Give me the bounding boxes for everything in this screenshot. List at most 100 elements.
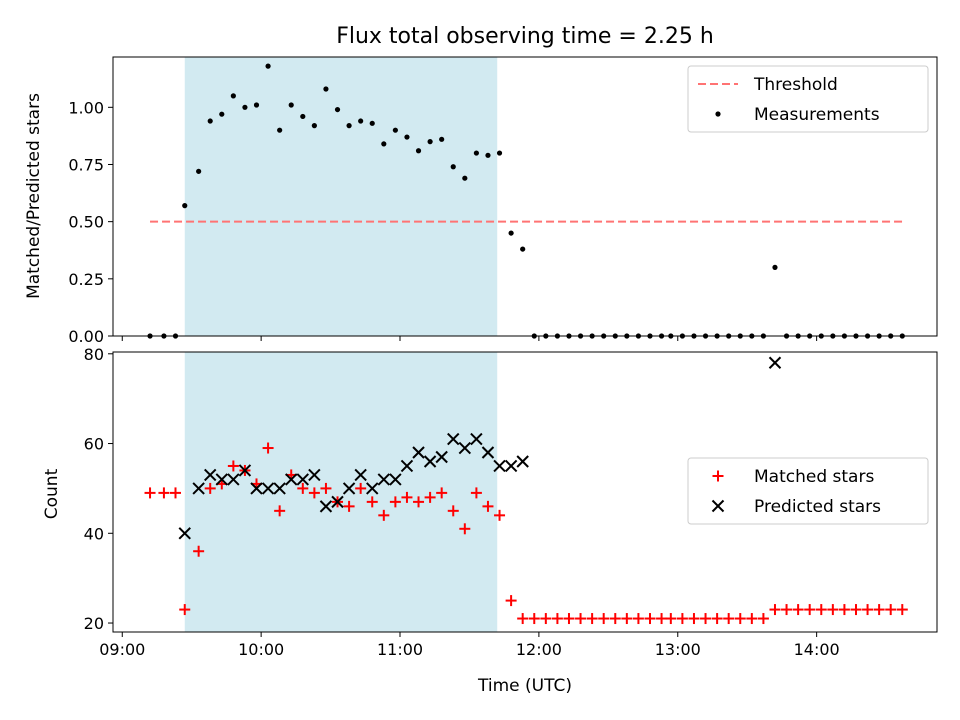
data-point	[300, 113, 306, 120]
data-point	[381, 141, 387, 147]
data-point	[392, 127, 398, 133]
data-point	[885, 604, 897, 616]
data-point-b	[192, 482, 205, 495]
data-point-b	[435, 450, 448, 464]
y-tick-label: 0.75	[68, 155, 104, 174]
legend-box	[687, 65, 929, 133]
data-point	[389, 496, 401, 508]
data-point	[632, 613, 644, 625]
data-point	[598, 613, 610, 625]
legend-marker	[711, 499, 725, 513]
bottom-panel: 20 40 60 80 09:00 10:00 11:00 12:00 13:00 14:00 Ma…	[84, 345, 938, 659]
data-point	[389, 473, 402, 486]
top-observing-window	[184, 57, 498, 336]
data-point	[540, 613, 552, 625]
data-point	[644, 613, 656, 625]
data-point-b	[423, 455, 437, 468]
data-point	[734, 613, 746, 625]
data-point	[424, 491, 436, 503]
data-point	[346, 123, 352, 129]
data-point-b	[516, 455, 529, 468]
y-tick-label: 0.00	[68, 327, 104, 346]
data-point	[862, 604, 874, 616]
data-point	[366, 482, 379, 495]
data-point-b	[481, 446, 495, 459]
data-point-b	[296, 473, 310, 486]
data-point	[288, 102, 294, 108]
data-point	[274, 505, 286, 517]
data-point	[238, 464, 252, 477]
data-point	[505, 595, 517, 607]
data-point	[688, 613, 700, 625]
data-point	[207, 118, 213, 124]
data-point	[551, 613, 563, 625]
data-point	[250, 482, 263, 495]
data-point	[723, 613, 735, 625]
data-point	[369, 120, 375, 126]
data-point	[242, 104, 248, 110]
data-point	[769, 604, 781, 616]
data-point	[277, 127, 283, 133]
data-point-b	[366, 482, 379, 495]
data-point	[192, 482, 205, 495]
data-point	[470, 432, 483, 446]
data-point	[311, 123, 317, 129]
data-point	[838, 604, 850, 616]
legend-marker-b	[711, 499, 725, 513]
data-point	[358, 118, 364, 124]
chart-title: Flux total observing time = 2.25 h	[336, 24, 714, 49]
data-point	[227, 473, 240, 486]
data-point	[447, 505, 459, 517]
data-point	[517, 613, 529, 625]
legend-label: Matched stars	[754, 467, 874, 487]
data-point-b	[470, 432, 483, 446]
top-y-axis-label: Matched/Predicted stars	[24, 93, 44, 299]
legend-marker	[715, 111, 721, 117]
data-point-b	[504, 459, 518, 473]
data-point	[520, 246, 526, 252]
y-tick-label: 0.25	[68, 270, 104, 289]
data-point	[342, 482, 356, 495]
data-point-b	[412, 446, 425, 459]
data-point	[308, 468, 321, 482]
y-tick-label: 40	[84, 524, 104, 543]
data-point	[447, 432, 460, 446]
data-point	[423, 455, 437, 468]
y-tick-label: 0.50	[68, 213, 104, 232]
data-point-b	[493, 459, 506, 473]
data-point	[261, 482, 275, 495]
data-point-b	[400, 459, 414, 473]
data-point	[230, 93, 236, 99]
data-point-b	[178, 527, 191, 540]
data-point	[504, 459, 518, 473]
data-point	[285, 473, 298, 486]
data-point	[404, 134, 410, 140]
x-axis-label: Time (UTC)	[477, 676, 572, 696]
data-point-b	[377, 473, 391, 486]
data-point	[253, 102, 260, 108]
x-tick-label: 10:00	[238, 640, 284, 659]
data-point	[343, 500, 355, 512]
data-point	[331, 495, 344, 509]
data-point	[204, 468, 217, 482]
data-point	[873, 604, 885, 616]
data-point	[609, 613, 621, 625]
data-point	[193, 545, 205, 557]
data-point	[450, 164, 456, 170]
bottom-y-axis-label: Count	[42, 468, 62, 519]
data-point	[179, 604, 191, 616]
data-point	[204, 482, 216, 494]
data-point-b	[215, 473, 228, 486]
data-point	[297, 482, 309, 494]
legend-label: Measurements	[754, 105, 880, 125]
data-point	[656, 613, 668, 625]
data-point	[563, 613, 575, 625]
data-point-b	[458, 441, 472, 455]
data-point	[665, 613, 677, 625]
data-point	[482, 500, 494, 512]
data-point	[711, 613, 723, 625]
data-point-b	[273, 482, 286, 495]
top-panel: 0.00 0.25 0.50 0.75 1.00 Threshold Measurement…	[68, 56, 938, 346]
data-point	[757, 613, 769, 625]
data-point	[413, 496, 425, 508]
